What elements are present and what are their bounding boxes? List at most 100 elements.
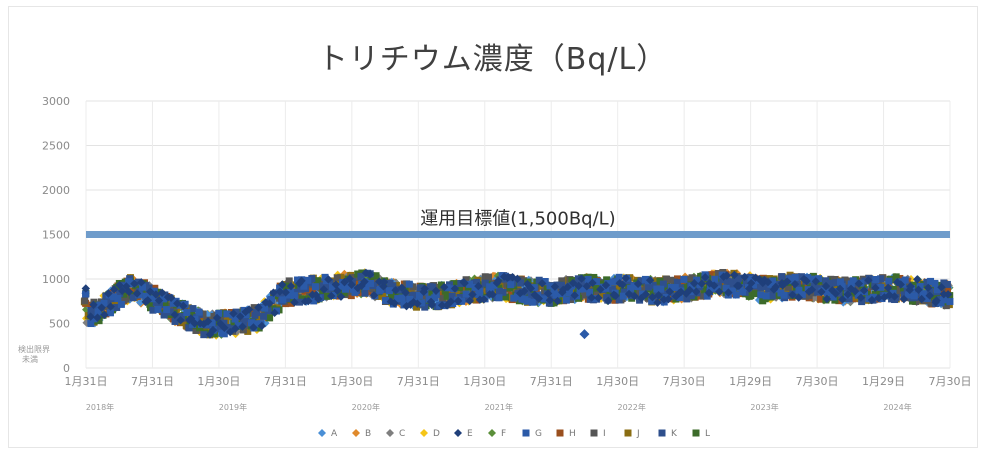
year-label: 2018年 [86,402,114,412]
data-point [588,278,597,288]
data-point [822,294,832,304]
data-point [856,293,866,302]
data-point [943,280,951,288]
data-point [883,283,893,293]
data-point [662,290,670,298]
data-point [850,286,860,296]
data-point [409,291,417,299]
data-point [850,293,858,301]
data-point [367,279,375,287]
data-point [900,291,908,299]
data-point [508,272,517,282]
data-point [648,297,656,305]
data-point [149,306,157,314]
data-point [896,280,905,289]
data-point [896,287,904,295]
legend-marker [590,429,598,437]
data-point [944,286,952,294]
data-point [740,272,749,282]
data-point [154,296,164,305]
data-point [757,283,765,291]
data-point [729,287,737,295]
data-point [761,283,769,291]
data-point [87,307,95,315]
data-point [846,284,856,293]
data-point [923,294,931,302]
data-point [310,297,318,305]
x-tick-label: 7月31日 [131,375,174,388]
legend-entry: L [705,429,710,439]
data-point [867,295,877,305]
data-point [473,278,481,286]
data-point [443,292,451,300]
data-point [440,282,449,292]
data-point [604,296,613,305]
data-point [176,316,185,325]
data-point [104,299,112,307]
data-point [115,280,124,290]
data-point [143,296,152,305]
data-point [809,289,817,297]
data-point [671,284,679,292]
data-point [382,296,390,304]
data-point [347,292,355,300]
data-point [706,284,714,292]
data-point [250,304,258,312]
data-point [697,279,706,288]
data-point [287,288,295,296]
data-point [615,296,623,304]
x-tick-label: 7月31日 [530,375,573,388]
data-point [838,283,846,291]
data-point [327,291,336,301]
data-point [501,293,509,301]
data-point [864,276,873,285]
data-point [238,322,247,331]
data-point [304,276,312,284]
x-tick-label: 7月30日 [929,375,972,388]
data-point [486,283,494,291]
legend-marker [522,429,530,437]
data-point [892,273,900,281]
data-point [579,280,587,288]
data-point [562,296,570,304]
data-point [392,282,400,290]
data-point [146,300,154,308]
data-point [421,303,429,311]
data-point [798,273,806,281]
data-point [417,299,425,307]
legend-entry: B [365,429,371,439]
data-point [917,294,926,304]
data-point [711,275,719,283]
data-point [236,312,245,321]
data-point [333,286,342,296]
data-point [347,280,356,289]
data-point [425,295,433,303]
year-label: 2022年 [618,402,646,412]
data-point [682,284,690,292]
data-point [388,292,396,300]
data-point [778,273,786,281]
year-label: 2023年 [750,402,778,412]
data-point [385,287,393,295]
data-point [835,284,845,294]
data-point [448,292,456,300]
data-point [877,275,885,283]
data-point [429,283,437,291]
data-point [657,285,665,293]
data-point [394,295,402,303]
data-point [503,280,511,288]
x-tick-label: 7月30日 [796,375,839,388]
data-point [676,294,684,302]
legend-entry: H [569,429,576,439]
data-point [493,276,503,286]
data-point [232,327,241,336]
data-point [485,273,493,281]
data-point [831,289,841,298]
data-point [581,285,589,293]
data-point [615,289,623,297]
data-point [760,275,769,285]
data-point [653,285,661,293]
legend-marker [420,429,428,437]
legend-marker [658,429,666,437]
data-point [357,272,365,280]
